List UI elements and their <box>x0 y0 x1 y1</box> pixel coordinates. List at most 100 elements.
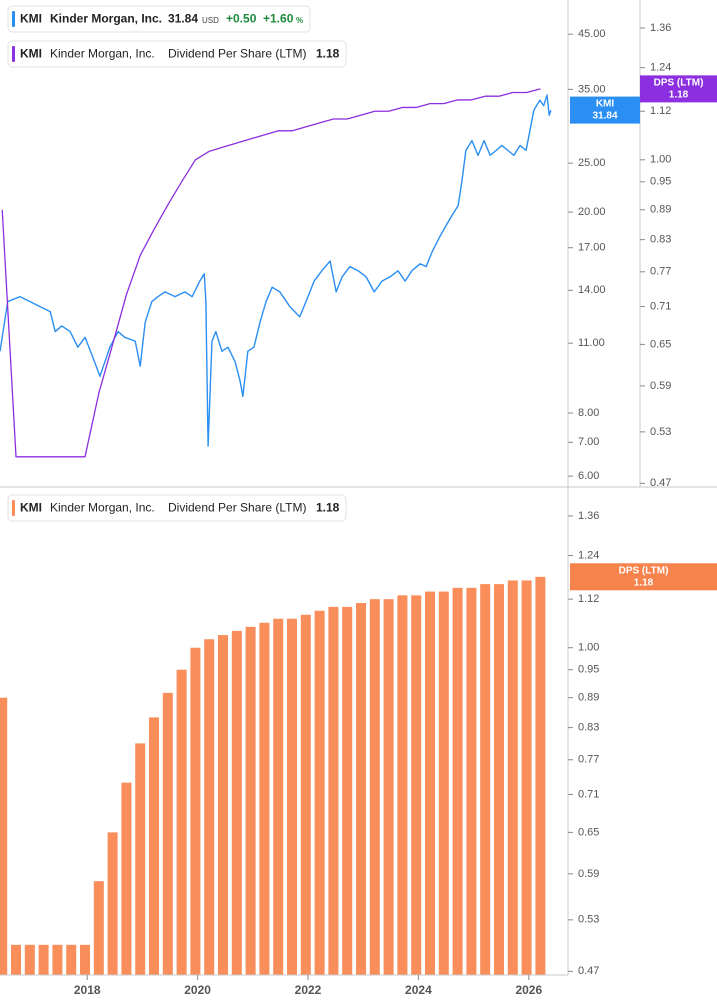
y-tick-label: 1.36 <box>650 22 671 34</box>
legend-change: +0.50 <box>226 12 257 26</box>
badge-name: DPS (LTM) <box>654 78 704 89</box>
price-plot <box>0 88 552 458</box>
legend-ticker: KMI <box>20 12 42 26</box>
y-tick-label: 0.89 <box>578 692 599 704</box>
legend-company: Kinder Morgan, Inc. <box>50 12 162 26</box>
legend-company: Kinder Morgan, Inc. <box>50 47 155 61</box>
bar <box>466 587 477 975</box>
bar <box>80 944 91 975</box>
badge-value: 1.18 <box>634 577 654 588</box>
x-tick-label: 2020 <box>184 983 211 997</box>
y-tick-label: 1.24 <box>578 549 599 561</box>
x-tick-label: 2022 <box>295 983 322 997</box>
x-tick-label: 2026 <box>515 983 542 997</box>
legend-price[interactable]: KMI Kinder Morgan, Inc. 31.84 USD +0.50 … <box>7 5 311 33</box>
legend-value: 1.18 <box>316 47 340 61</box>
bar <box>231 630 242 975</box>
legend-box <box>7 494 347 522</box>
legend-ticker: KMI <box>20 501 42 515</box>
y-tick-label: 0.77 <box>578 754 599 766</box>
bar <box>507 580 518 975</box>
y-tick-label: 0.53 <box>650 426 671 438</box>
bar <box>11 944 22 975</box>
y-tick-label: 20.00 <box>578 206 606 218</box>
price-line <box>0 94 552 447</box>
y-tick-label: 0.59 <box>650 380 671 392</box>
y-tick-label: 1.12 <box>650 105 671 117</box>
y-tick-label: 0.65 <box>578 826 599 838</box>
bar <box>300 614 311 975</box>
legend-box <box>7 5 311 33</box>
y-tick-label: 6.00 <box>578 470 599 482</box>
y-tick-label: 0.47 <box>650 477 671 489</box>
bar <box>107 832 118 975</box>
bar <box>494 584 505 975</box>
bar <box>24 944 35 975</box>
bar <box>356 603 367 975</box>
bar <box>135 743 146 975</box>
y-tick-label: 14.00 <box>578 284 606 296</box>
legend-series: Dividend Per Share (LTM) <box>168 501 307 515</box>
legend-marker <box>12 500 15 516</box>
legend-currency: USD <box>202 16 219 25</box>
legend-company: Kinder Morgan, Inc. <box>50 501 155 515</box>
dps-plot <box>0 576 546 975</box>
y-tick-label: 35.00 <box>578 83 606 95</box>
bar <box>259 622 270 975</box>
legend-change-pct: +1.60 <box>263 12 294 26</box>
badge-name: DPS (LTM) <box>619 565 669 576</box>
price-badge <box>640 75 717 103</box>
bar <box>480 584 491 975</box>
badge-name: KMI <box>596 99 615 110</box>
y-tick-label: 17.00 <box>578 242 606 254</box>
y-tick-label: 0.59 <box>578 868 599 880</box>
y-tick-label: 1.12 <box>578 593 599 605</box>
legend-dps-bar[interactable]: KMI Kinder Morgan, Inc. Dividend Per Sha… <box>7 494 347 522</box>
bar <box>218 635 229 975</box>
y-tick-label: 0.65 <box>650 338 671 350</box>
bar <box>245 626 256 975</box>
legend-marker <box>12 46 15 62</box>
y-tick-label: 45.00 <box>578 28 606 40</box>
bar <box>314 610 325 975</box>
bar <box>52 944 63 975</box>
bar <box>190 647 201 975</box>
dps-line <box>1 88 541 458</box>
bar <box>438 591 449 975</box>
price-badge <box>570 563 717 591</box>
y-tick-label: 1.00 <box>650 154 671 166</box>
legend-pct-unit: % <box>296 16 303 25</box>
x-tick-label: 2018 <box>74 983 101 997</box>
bar <box>93 881 104 975</box>
bar <box>149 717 160 975</box>
bar <box>521 580 532 975</box>
y-tick-label: 8.00 <box>578 407 599 419</box>
bar <box>204 639 215 975</box>
x-tick-label: 2024 <box>405 983 432 997</box>
bar <box>342 606 353 975</box>
y-tick-label: 0.47 <box>578 965 599 977</box>
y-tick-label: 0.95 <box>650 176 671 188</box>
bar <box>162 692 173 975</box>
bar <box>369 599 380 975</box>
y-tick-label: 1.24 <box>650 62 671 74</box>
y-tick-label: 0.77 <box>650 266 671 278</box>
bar <box>273 618 284 975</box>
legend-value: 1.18 <box>316 501 340 515</box>
y-tick-label: 1.36 <box>578 510 599 522</box>
bar <box>66 944 77 975</box>
badge-value: 1.18 <box>669 90 689 101</box>
y-tick-label: 1.00 <box>578 642 599 654</box>
legend-ticker: KMI <box>20 47 42 61</box>
legend-dps-line[interactable]: KMI Kinder Morgan, Inc. Dividend Per Sha… <box>7 40 347 68</box>
y-tick-label: 25.00 <box>578 157 606 169</box>
y-tick-label: 0.83 <box>650 234 671 246</box>
bar <box>38 944 49 975</box>
y-tick-label: 0.71 <box>578 788 599 800</box>
y-tick-label: 0.53 <box>578 914 599 926</box>
y-tick-label: 0.95 <box>578 664 599 676</box>
legend-series: Dividend Per Share (LTM) <box>168 47 307 61</box>
